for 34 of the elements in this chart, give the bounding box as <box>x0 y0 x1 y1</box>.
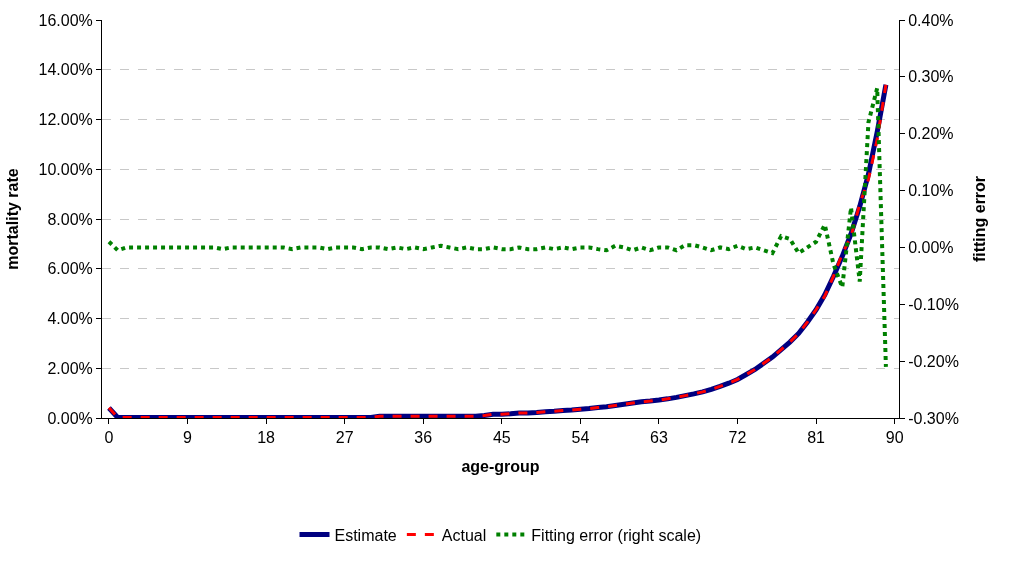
y-tick-label: 2.00% <box>47 359 93 377</box>
x-axis-title: age-group <box>461 457 540 475</box>
y-tick-label: 12.00% <box>38 111 93 129</box>
y2-tick-label: 0.40% <box>908 11 954 29</box>
y-tick-label: 16.00% <box>38 11 93 29</box>
legend-label: Actual <box>441 526 487 544</box>
y2-tick-label: -0.20% <box>908 352 959 370</box>
y-tick-label: 14.00% <box>38 61 93 79</box>
x-tick-label: 0 <box>104 429 114 447</box>
y2-tick-label: -0.10% <box>908 295 959 313</box>
y-tick-label: 0.00% <box>47 409 93 427</box>
y-tick-label: 6.00% <box>47 260 93 278</box>
y2-tick-label: 0.00% <box>908 239 954 257</box>
x-tick-label: 63 <box>650 429 668 447</box>
y-tick-label: 4.00% <box>47 310 93 328</box>
x-tick-label: 54 <box>571 429 590 447</box>
x-tick-label: 36 <box>414 429 433 447</box>
y2-tick-label: 0.20% <box>908 125 954 143</box>
x-tick-label: 18 <box>257 429 276 447</box>
legend-label: Estimate <box>334 526 397 544</box>
y2-axis-title: fitting error <box>970 175 988 263</box>
y-tick-label: 10.00% <box>38 160 93 178</box>
x-tick-label: 45 <box>492 429 511 447</box>
legend-label: Fitting error (right scale) <box>531 526 702 544</box>
y-axis-title: mortality rate <box>4 168 22 270</box>
x-tick-label: 90 <box>885 429 904 447</box>
y2-tick-label: 0.30% <box>908 68 954 86</box>
y2-tick-label: 0.10% <box>908 182 954 200</box>
y2-tick-label: -0.30% <box>908 409 959 427</box>
x-tick-label: 27 <box>335 429 354 447</box>
x-tick-label: 9 <box>183 429 193 447</box>
x-tick-label: 72 <box>728 429 747 447</box>
x-tick-label: 81 <box>807 429 826 447</box>
y-tick-label: 8.00% <box>47 210 93 228</box>
